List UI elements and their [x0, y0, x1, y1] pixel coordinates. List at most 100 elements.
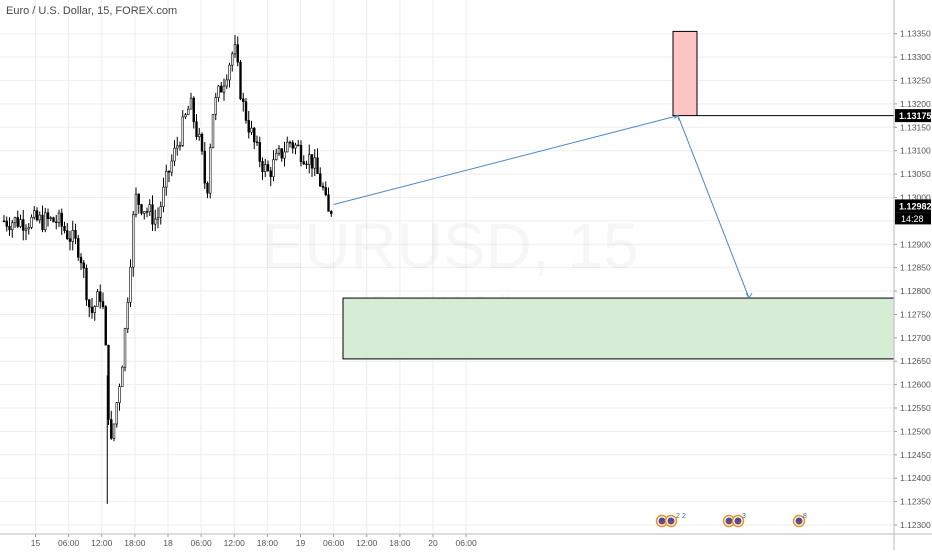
watermark-symbol: EURUSD, 15	[262, 210, 639, 282]
candle-body	[137, 193, 140, 205]
event-count: 2	[676, 513, 680, 520]
event-icon-stripe	[726, 521, 732, 523]
candle-body	[88, 299, 91, 308]
candle-body	[187, 108, 190, 116]
price-tick-label: 1.13150	[900, 122, 931, 132]
sell-zone[interactable]	[672, 30, 698, 117]
candle-body	[13, 217, 17, 224]
candle-body	[269, 170, 272, 177]
last-price-tag: 1.12982	[899, 201, 932, 211]
candle-body	[71, 229, 74, 242]
candle-body	[305, 163, 308, 165]
price-tick-label: 1.12650	[900, 356, 931, 366]
candle-body	[85, 267, 88, 301]
event-icon-flag	[725, 517, 733, 525]
candles	[2, 34, 333, 504]
price-tick-label: 1.13350	[900, 29, 931, 39]
target-price-tag: 1.13175	[899, 111, 932, 121]
event-icon[interactable]	[731, 514, 745, 528]
candle-body	[330, 211, 333, 214]
buy-zone[interactable]	[342, 297, 895, 360]
time-tick-label: 18	[163, 538, 173, 548]
candle-body	[121, 366, 124, 387]
candle-body	[129, 266, 132, 303]
candle-body	[211, 114, 215, 149]
event-icon[interactable]	[792, 514, 806, 528]
candle-body	[209, 147, 212, 194]
last-price-tag-bg	[895, 199, 931, 213]
candle-body	[99, 291, 102, 302]
candle-body	[82, 262, 85, 269]
grid	[0, 0, 894, 534]
candle-body	[242, 98, 245, 102]
candle-body	[266, 164, 270, 172]
event-icon-stripe	[735, 521, 741, 523]
event-icon-stripe	[668, 521, 674, 523]
candle-body	[288, 141, 292, 144]
candle-body	[132, 214, 135, 268]
candle-body	[225, 79, 228, 87]
event-icon-flag	[795, 517, 803, 525]
projection[interactable]	[333, 114, 753, 300]
candle-body	[8, 225, 11, 231]
event-icon-stripe	[659, 521, 665, 523]
event-icon[interactable]	[722, 514, 736, 528]
candle-body	[170, 160, 173, 173]
candle-body	[151, 204, 154, 225]
candle-body	[35, 210, 39, 221]
candle-body	[90, 306, 94, 313]
candle-body	[27, 227, 30, 230]
candle-body	[96, 291, 99, 307]
candle-body	[173, 147, 176, 162]
candle-body	[294, 144, 297, 149]
candle-body	[126, 302, 129, 330]
candle-body	[74, 229, 77, 239]
candle-body	[145, 211, 149, 213]
candle-body	[206, 182, 209, 194]
price-tick-label: 1.12500	[900, 426, 931, 436]
candle-body	[93, 306, 96, 313]
candle-body	[214, 97, 217, 115]
price-tick-label: 1.12600	[900, 380, 931, 390]
candle-body	[236, 44, 239, 63]
candle-body	[255, 141, 259, 143]
price-tick-label: 1.12450	[900, 450, 931, 460]
time-tick-label: 18:00	[389, 538, 411, 548]
candle-body	[44, 212, 47, 231]
candle-body	[316, 157, 319, 175]
candle-body	[324, 187, 327, 196]
candle-body	[52, 217, 55, 223]
price-tags: 1.13175 1.12982 14:28	[895, 109, 932, 225]
event-count: 8	[803, 513, 807, 520]
candle-body	[79, 256, 83, 264]
price-tick-label: 1.12900	[900, 239, 931, 249]
price-tick-label: 1.12800	[900, 286, 931, 296]
candle-body	[154, 218, 157, 225]
candle-body	[68, 238, 72, 242]
zones[interactable]	[342, 30, 895, 360]
candle-body	[277, 148, 281, 154]
candle-body	[192, 97, 195, 123]
candle-body	[220, 85, 223, 93]
event-icon[interactable]	[664, 514, 678, 528]
time-tick-label: 12:00	[356, 538, 378, 548]
time-tick-label: 19	[296, 538, 306, 548]
candle-body	[203, 150, 206, 184]
candle-body	[228, 64, 231, 81]
price-tick-label: 1.12400	[900, 473, 931, 483]
candle-body	[308, 154, 311, 165]
countdown-tag: 14:28	[901, 214, 924, 224]
price-tick-label: 1.12350	[900, 497, 931, 507]
candle-body	[162, 186, 165, 207]
candle-body	[272, 159, 275, 177]
event-icon-flag	[658, 517, 666, 525]
candle-body	[38, 214, 41, 221]
candle-body	[46, 212, 50, 220]
candle-body	[299, 145, 303, 162]
candle-body	[2, 220, 6, 222]
candle-body	[280, 148, 283, 159]
